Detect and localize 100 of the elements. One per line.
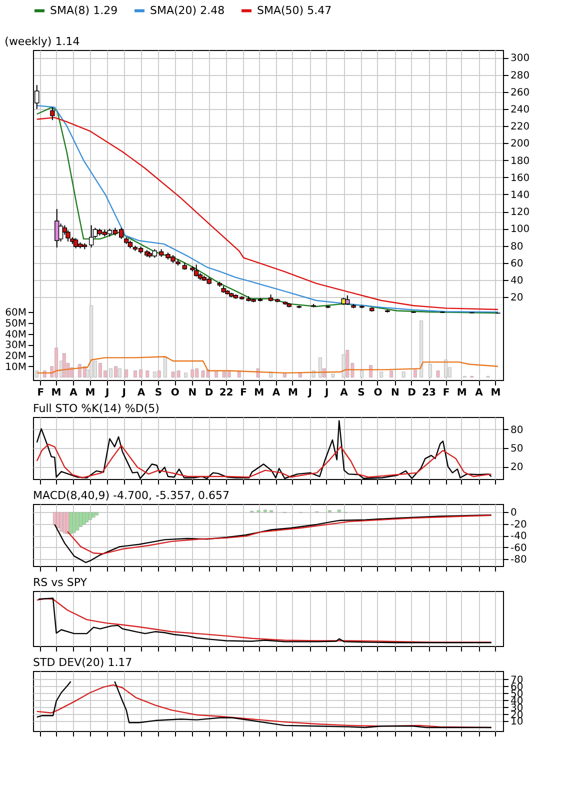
x-tick-label: M (254, 388, 264, 398)
x-tick-label: N (390, 388, 400, 398)
y-tick-label: 300 (510, 53, 530, 64)
x-tick-label: O (170, 388, 180, 398)
x-tick-label: F (37, 388, 44, 398)
y2-tick-label: 50M (5, 318, 26, 330)
x-tick-label: J (307, 388, 312, 398)
y-tick-label: 180 (510, 156, 530, 167)
chart-title: RS vs SPY (33, 576, 88, 589)
x-tick-label: A (272, 388, 280, 398)
bar (118, 368, 122, 378)
bar (360, 370, 364, 378)
x-tick-label: A (70, 388, 78, 398)
candlestick (73, 238, 78, 249)
y-tick-label: -40 (510, 531, 527, 542)
y2-tick-label: 60M (5, 308, 26, 319)
y-tick-label: 20 (510, 292, 524, 304)
y2-tick-label: 30M (5, 340, 26, 352)
x-tick-label: S (358, 388, 365, 398)
bar (436, 370, 440, 378)
bar (331, 374, 335, 378)
y-tick-label: 240 (510, 104, 530, 116)
bar (164, 358, 167, 378)
candlestick (194, 264, 199, 278)
y-tick-label: 20 (510, 462, 524, 474)
y-tick-label: 60 (510, 258, 524, 270)
y-tick-label: 100 (510, 224, 530, 236)
x-tick-label: A (475, 388, 484, 398)
bar (318, 358, 322, 378)
chart-title: STD DEV(20) 1.17 (33, 656, 132, 669)
chart-title: (weekly) 1.14 (4, 35, 80, 48)
bar (402, 372, 406, 378)
bar (237, 372, 241, 378)
line-series (36, 444, 492, 478)
y-tick-label: 160 (510, 172, 530, 184)
y-tick-label: 40 (510, 275, 524, 286)
y-tick-label: -20 (510, 519, 527, 530)
y-tick-label: 200 (510, 138, 530, 150)
bar (190, 369, 194, 378)
chart-title: Full STO %K(14) %D(5) (33, 402, 160, 415)
x-tick-label: 22 (219, 388, 234, 398)
legend-label: SMA(8) 1.29 (50, 4, 118, 17)
y-tick-label: 120 (510, 207, 530, 218)
candlestick (54, 208, 60, 248)
bar (35, 370, 39, 378)
x-tick-label: S (154, 388, 162, 398)
candlestick (58, 223, 64, 242)
chart-title: MACD(8,40,9) -4.700, -5.357, 0.657 (33, 489, 230, 502)
bar (214, 372, 218, 378)
x-tick-label: M (456, 388, 467, 398)
y-tick-label: -80 (510, 554, 527, 566)
x-tick-label: O (374, 388, 382, 398)
y-tick-label: 0 (510, 508, 517, 519)
bar (134, 370, 137, 378)
bar (342, 354, 346, 378)
y-tick-label: 140 (510, 190, 530, 201)
bar (139, 369, 142, 378)
x-tick-label: A (137, 388, 146, 398)
x-tick-label: M (288, 388, 298, 398)
bar (414, 369, 417, 378)
line-series (54, 514, 492, 564)
y-tick-label: 260 (510, 87, 530, 98)
bar (380, 372, 384, 378)
bar (184, 372, 188, 378)
x-tick-label: J (104, 388, 110, 398)
line-series (66, 514, 492, 554)
y-tick-label: 80 (510, 241, 524, 252)
bar (444, 360, 448, 378)
y-tick-label: 50 (510, 444, 524, 454)
bar (298, 372, 302, 378)
y-tick-label: 80 (510, 424, 524, 436)
legend-label: SMA(20) 2.48 (150, 4, 225, 17)
candlestick (50, 106, 55, 121)
y-tick-label: -60 (510, 542, 527, 554)
bar (390, 370, 394, 378)
x-tick-label: F (240, 388, 247, 398)
x-tick-label: D (204, 388, 214, 398)
bar (420, 320, 424, 378)
y-tick-label: 220 (510, 122, 530, 133)
legend-label: SMA(50) 5.47 (257, 4, 332, 17)
x-tick-label: J (121, 388, 126, 398)
y2-tick-label: 20M (5, 351, 26, 362)
bar (62, 353, 66, 378)
x-tick-label: M (490, 388, 501, 398)
x-tick-label: M (85, 388, 96, 398)
x-tick-label: M (51, 388, 62, 398)
candlestick (88, 224, 94, 248)
x-tick-label: J (324, 388, 329, 398)
y2-tick-label: 40M (5, 329, 26, 340)
line-series (36, 356, 499, 374)
bar (124, 369, 128, 378)
bar (146, 370, 150, 378)
x-tick-label: F (442, 388, 450, 398)
x-tick-label: N (188, 388, 197, 398)
x-tick-label: A (340, 388, 348, 398)
x-tick-label: D (408, 388, 416, 398)
y-tick-label: 280 (510, 70, 530, 82)
candlestick (345, 294, 350, 306)
y2-tick-label: 10M (5, 362, 26, 373)
x-tick-label: 23 (422, 388, 436, 398)
